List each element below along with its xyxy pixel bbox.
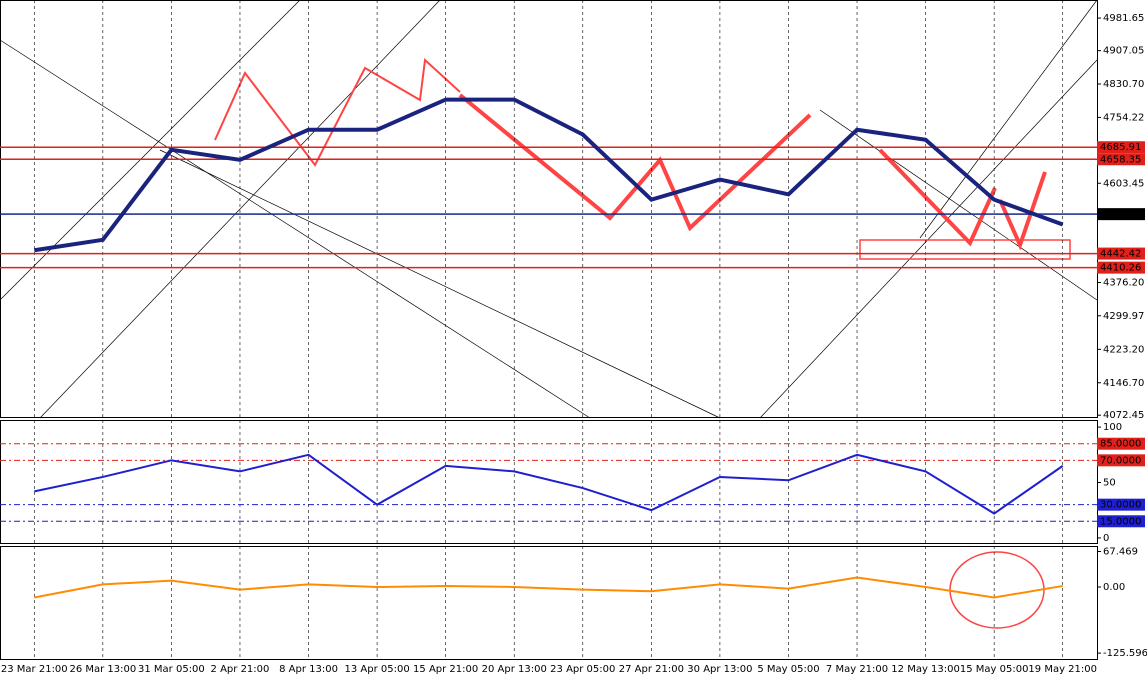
x-tick-label: 20 Apr 13:00 <box>482 664 547 675</box>
x-tick-label: 5 May 05:00 <box>757 664 819 675</box>
level-label: 85.0000 <box>1100 439 1141 450</box>
forecast-arrow <box>998 171 1047 251</box>
y-tick-label: 4981.65 <box>1103 13 1144 24</box>
level-label: 4410.26 <box>1100 263 1141 274</box>
y-tick-label: 4376.20 <box>1103 278 1144 289</box>
y-tick-label: 4223.20 <box>1103 344 1144 355</box>
trend-line <box>0 0 301 301</box>
x-tick-label: 30 Apr 13:00 <box>687 664 752 675</box>
y-tick-label: 4603.45 <box>1103 178 1144 189</box>
trend-line <box>759 59 1098 419</box>
level-label-box <box>1097 208 1145 221</box>
support-zone <box>859 239 1071 260</box>
x-tick-label: 2 Apr 21:00 <box>211 664 270 675</box>
level-label-box <box>1097 141 1145 154</box>
x-tick-label: 31 Mar 05:00 <box>138 664 205 675</box>
level-label: 4442.42 <box>1100 249 1141 260</box>
y-tick-label: 0.00 <box>1103 582 1125 593</box>
level-label: 15.0000 <box>1100 516 1141 527</box>
x-tick-label: 15 May 05:00 <box>960 664 1029 675</box>
series-line <box>33 97 1064 253</box>
level-label: 4532.72 <box>1100 209 1141 220</box>
trend-line <box>919 0 1098 239</box>
level-label: 30.0000 <box>1100 500 1141 511</box>
x-tick-label: 12 May 13:00 <box>891 664 960 675</box>
y-tick-label: -125.5969 <box>1103 648 1147 659</box>
level-label-box <box>1097 454 1145 467</box>
level-label: 4658.35 <box>1100 154 1141 165</box>
y-tick-label: 0 <box>1103 533 1109 544</box>
y-tick-label: 50 <box>1103 477 1116 488</box>
x-tick-label: 26 Mar 13:00 <box>69 664 136 675</box>
level-label-box <box>1097 153 1145 166</box>
x-tick-label: 8 Apr 13:00 <box>279 664 338 675</box>
y-tick-label: 100 <box>1103 422 1122 433</box>
level-label-box <box>1097 261 1145 274</box>
trend-lines <box>0 0 1098 419</box>
trend-line <box>39 0 441 419</box>
y-tick-label: 4754.22 <box>1103 112 1144 123</box>
trend-line <box>0 39 591 419</box>
x-tick-label: 7 May 21:00 <box>826 664 888 675</box>
level-label: 70.0000 <box>1100 455 1141 466</box>
level-label-box <box>1097 498 1145 511</box>
y-tick-label: 4072.45 <box>1103 410 1144 421</box>
y-tick-label: 4830.70 <box>1103 79 1144 90</box>
x-tick-label: 27 Apr 21:00 <box>619 664 684 675</box>
series-line <box>34 576 1063 599</box>
level-label: 4685.91 <box>1100 142 1141 153</box>
level-label-box <box>1097 247 1145 260</box>
level-label-box <box>1097 437 1145 450</box>
x-tick-label: 23 Apr 05:00 <box>550 664 615 675</box>
y-tick-label: 4907.05 <box>1103 46 1144 57</box>
zigzag <box>214 57 461 167</box>
series-line <box>34 453 1064 515</box>
x-tick-label: 23 Mar 21:00 <box>1 664 68 675</box>
x-tick-label: 13 Apr 05:00 <box>344 664 409 675</box>
level-label-box <box>1097 515 1145 528</box>
x-tick-label: 15 Apr 21:00 <box>413 664 478 675</box>
zigzag-arrow <box>878 148 997 247</box>
y-tick-label: 4299.97 <box>1103 311 1144 322</box>
y-tick-label: 67.469 <box>1103 546 1138 557</box>
y-tick-label: 4146.70 <box>1103 378 1144 389</box>
macd-panel <box>0 546 1098 660</box>
x-tick-label: 19 May 21:00 <box>1028 664 1097 675</box>
